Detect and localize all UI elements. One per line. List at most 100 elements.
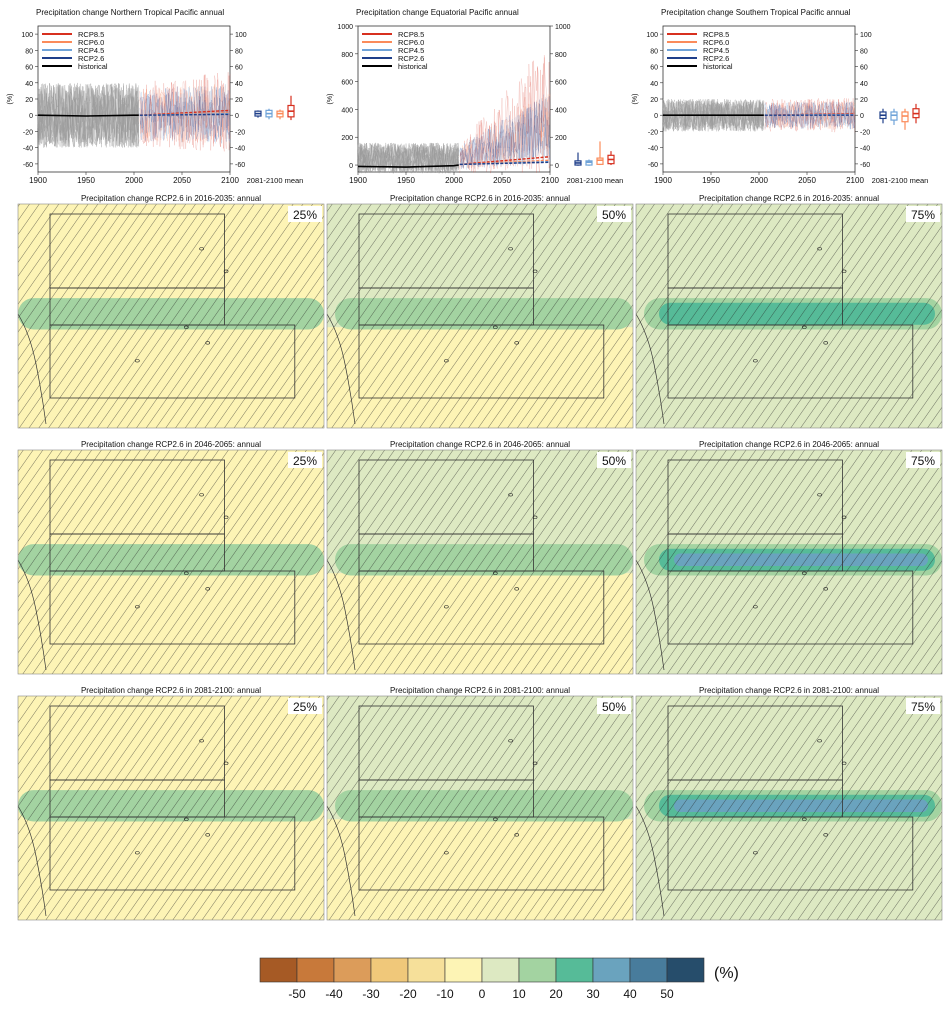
legend-label: historical xyxy=(703,62,733,71)
colorbar-swatch xyxy=(259,957,298,983)
colorbar-swatch xyxy=(592,957,631,983)
x-tick-label: 1900 xyxy=(29,176,47,185)
y-tick-label-right: 20 xyxy=(860,97,868,104)
map-frame xyxy=(326,449,634,675)
legend-label: RCP8.5 xyxy=(703,30,729,39)
y-tick-label: 600 xyxy=(341,80,353,87)
island xyxy=(199,493,204,497)
island xyxy=(801,571,807,575)
legend-label: RCP8.5 xyxy=(398,30,424,39)
map-frame xyxy=(635,203,943,429)
percentile-badge xyxy=(597,698,631,714)
significance-hatching xyxy=(327,450,633,674)
y-tick-label: 0 xyxy=(349,163,353,170)
y-tick-label: 20 xyxy=(25,97,33,104)
percentile-label: 25% xyxy=(293,700,317,714)
region-box-south xyxy=(49,816,296,891)
island xyxy=(223,761,229,765)
significance-hatching xyxy=(18,450,324,674)
percentile-badge xyxy=(288,452,322,468)
x-tick-label: 2100 xyxy=(846,176,864,185)
coastline xyxy=(326,805,356,917)
colorbar-tick-label: -10 xyxy=(436,987,454,1001)
island xyxy=(801,817,807,821)
rcp26-member-line xyxy=(764,101,856,129)
coastline xyxy=(635,805,665,917)
y-tick-label-right: 800 xyxy=(555,52,567,59)
island xyxy=(514,833,520,837)
region-box-south xyxy=(358,324,605,399)
map-title: Precipitation change RCP2.6 in 2081-2100… xyxy=(81,686,261,695)
rcp26-member-line xyxy=(459,98,551,167)
island xyxy=(823,587,829,591)
x-tick-label: 2000 xyxy=(445,176,463,185)
island xyxy=(514,587,520,591)
legend-label: RCP2.6 xyxy=(703,54,729,63)
y-tick-label-right: 200 xyxy=(555,135,567,142)
historical-member-line xyxy=(37,83,139,148)
mean-period-label: 2081-2100 mean xyxy=(567,176,624,185)
significance-hatching xyxy=(327,696,633,920)
island xyxy=(753,851,758,855)
map-grid: Precipitation change RCP2.6 in 2016-2035… xyxy=(17,194,943,921)
x-tick-label: 1950 xyxy=(397,176,415,185)
rcp85-member-line xyxy=(139,72,231,152)
colorbar-unit-label: (%) xyxy=(714,965,739,982)
colorbar-swatch xyxy=(518,957,557,983)
timeseries-panel-1: Precipitation change Equatorial Pacific … xyxy=(327,8,623,185)
rcp45-member-line xyxy=(459,101,551,169)
map-title: Precipitation change RCP2.6 in 2046-2065… xyxy=(81,440,261,449)
y-tick-label: -40 xyxy=(648,146,658,153)
island xyxy=(532,269,538,273)
y-tick-label-right: 80 xyxy=(860,48,868,55)
rcp45-member-line xyxy=(764,102,856,130)
timeseries-title: Precipitation change Northern Tropical P… xyxy=(36,8,224,17)
legend-label: RCP4.5 xyxy=(703,46,729,55)
y-tick-label-right: -20 xyxy=(860,129,870,136)
island xyxy=(199,739,204,743)
colorbar-tick-label: -30 xyxy=(362,987,380,1001)
x-tick-label: 1950 xyxy=(702,176,720,185)
x-tick-label: 2000 xyxy=(125,176,143,185)
colorbar-tick-label: 30 xyxy=(586,987,600,1001)
y-tick-label-right: 0 xyxy=(235,113,239,120)
rcp85-member-line xyxy=(139,74,231,151)
island xyxy=(817,493,822,497)
y-axis-label: (%) xyxy=(327,94,334,105)
rcp85-member-line xyxy=(764,98,856,133)
y-tick-label-right: 60 xyxy=(860,65,868,72)
percentile-label: 75% xyxy=(911,208,935,222)
y-tick-label: 100 xyxy=(21,32,33,39)
percentile-badge xyxy=(288,206,322,222)
y-tick-label: 400 xyxy=(341,107,353,114)
legend-label: historical xyxy=(78,62,108,71)
island xyxy=(823,833,829,837)
map-title: Precipitation change RCP2.6 in 2016-2035… xyxy=(699,194,879,203)
timeseries-panel-0: Precipitation change Northern Tropical P… xyxy=(7,8,303,185)
rcp26-member-line xyxy=(139,87,231,144)
x-tick-label: 2100 xyxy=(541,176,559,185)
rcp45-member-line xyxy=(139,86,231,143)
map-frame xyxy=(635,695,943,921)
percentile-badge xyxy=(906,698,940,714)
colorbar-swatch xyxy=(370,957,409,983)
island xyxy=(514,341,520,345)
map-title: Precipitation change RCP2.6 in 2016-2035… xyxy=(81,194,261,203)
island xyxy=(492,325,498,329)
island xyxy=(223,269,229,273)
x-tick-label: 2100 xyxy=(221,176,239,185)
y-tick-label: 80 xyxy=(25,48,33,55)
y-tick-label-right: 0 xyxy=(555,163,559,170)
y-axis-label: (%) xyxy=(7,94,14,105)
island xyxy=(184,571,189,575)
percentile-badge xyxy=(906,452,940,468)
percentile-label: 25% xyxy=(293,454,317,468)
y-tick-label-right: 600 xyxy=(555,80,567,87)
percentile-label: 50% xyxy=(602,454,626,468)
map-panel-5: Precipitation change RCP2.6 in 2046-2065… xyxy=(635,440,943,675)
box-body xyxy=(890,111,898,121)
map-panel-6: Precipitation change RCP2.6 in 2081-2100… xyxy=(17,686,325,921)
map-panel-7: Precipitation change RCP2.6 in 2081-2100… xyxy=(326,686,634,921)
historical-member-line xyxy=(663,99,764,132)
region-box-south xyxy=(49,324,296,399)
